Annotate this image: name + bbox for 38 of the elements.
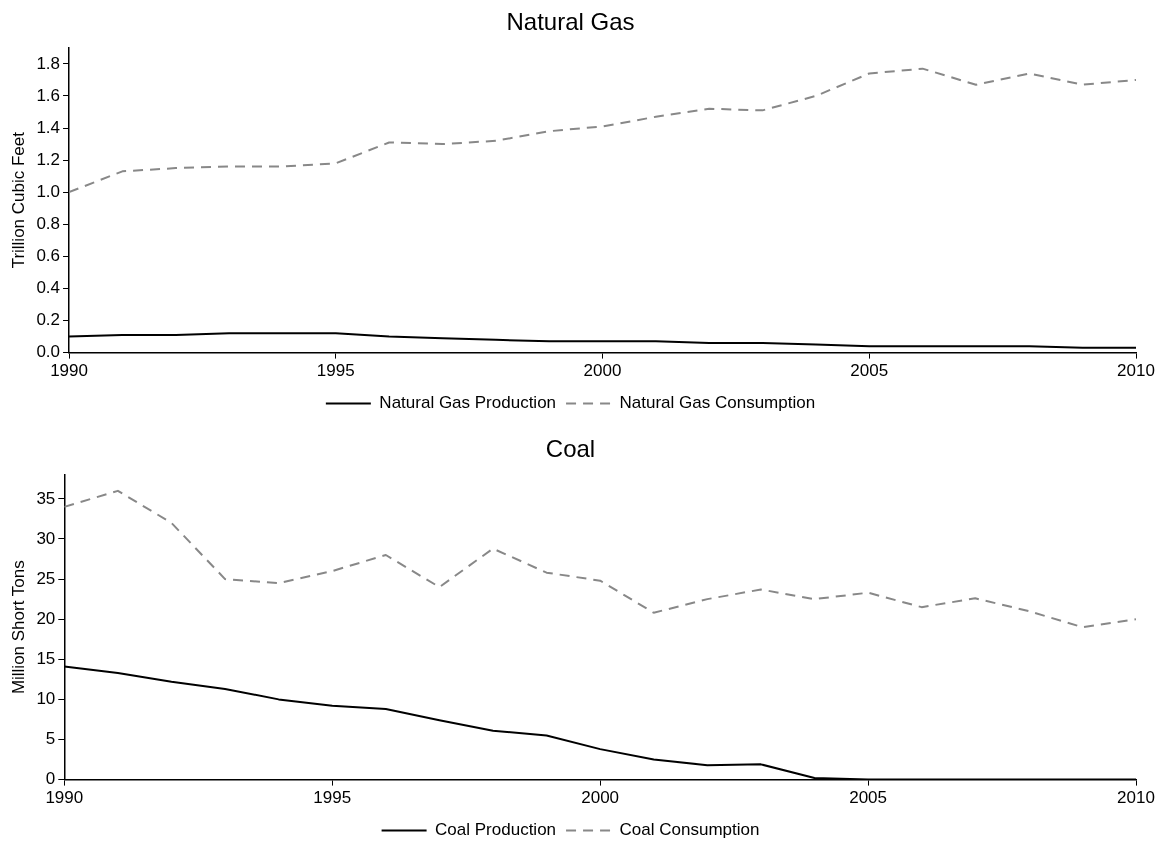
line-series: [64, 489, 1136, 629]
y-tick-label: 5: [45, 729, 56, 749]
y-tick-label: 0.4: [36, 278, 61, 298]
y-tick-label: 25: [36, 568, 56, 588]
y-tick-label: 20: [36, 608, 56, 628]
y-tick-label: 0.6: [36, 246, 61, 266]
y-tick-label: 0.2: [36, 310, 61, 330]
y-tick-label: 0.0: [36, 342, 61, 362]
x-tick-label: 2005: [849, 788, 887, 808]
y-tick-label: 0: [45, 769, 56, 789]
legend-label: Natural Gas Production: [379, 393, 557, 413]
legend-label: Coal Consumption: [619, 820, 760, 840]
x-tick-label: 2010: [1117, 788, 1155, 808]
x-tick-label: 1990: [50, 361, 88, 381]
x-tick-label: 2000: [583, 361, 622, 381]
x-tick-label: 1995: [313, 788, 352, 808]
y-tick-label: 1.0: [36, 181, 61, 201]
chart-title: Natural Gas: [506, 8, 635, 36]
y-tick-label: 30: [36, 528, 56, 548]
y-tick-label: 35: [36, 488, 56, 508]
legend-label: Coal Production: [435, 820, 557, 840]
x-tick-label: 2000: [581, 788, 620, 808]
y-tick-label: 15: [36, 648, 56, 668]
x-tick-label: 2010: [1117, 361, 1155, 381]
y-tick-label: 1.4: [36, 117, 61, 137]
y-tick-label: 10: [36, 689, 56, 709]
line-series: [69, 67, 1136, 194]
y-tick-label: 1.8: [36, 53, 61, 73]
y-tick-label: 0.8: [36, 213, 61, 233]
x-tick-label: 1995: [316, 361, 355, 381]
legend-label: Natural Gas Consumption: [619, 393, 816, 413]
y-tick-label: 1.6: [36, 85, 61, 105]
y-tick-label: 1.2: [36, 149, 61, 169]
y-axis-title: Million Short Tons: [8, 560, 28, 695]
chart-title: Coal: [545, 435, 596, 463]
x-tick-label: 1990: [45, 788, 84, 808]
x-tick-label: 2005: [850, 361, 889, 381]
y-axis-title: Trillion Cubic Feet: [8, 131, 28, 269]
